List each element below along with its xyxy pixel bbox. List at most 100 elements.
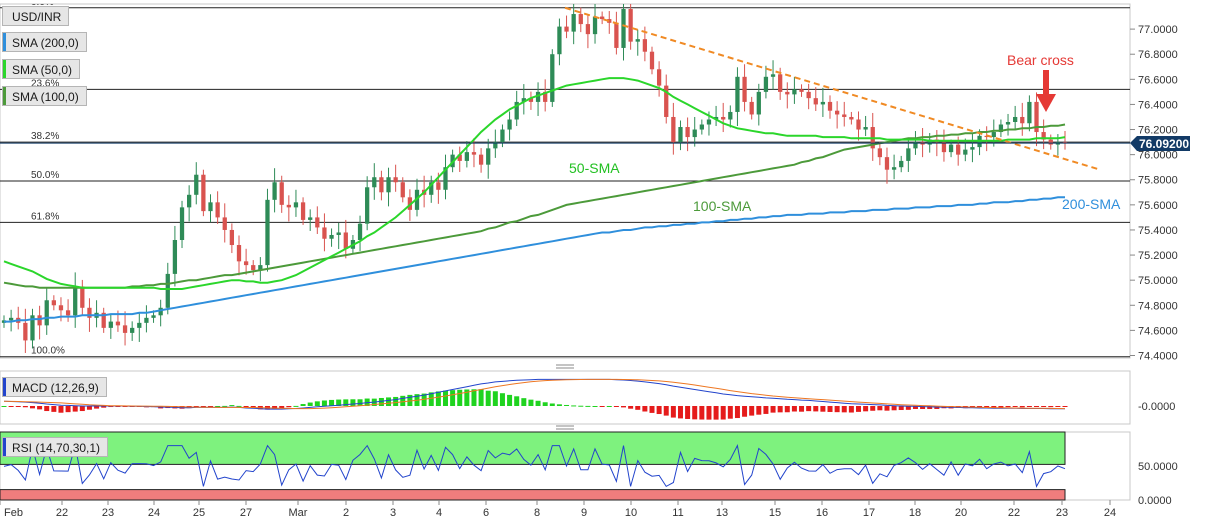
candle-body bbox=[215, 202, 220, 218]
macd-histogram-bar bbox=[94, 406, 100, 409]
macd-histogram-bar bbox=[464, 389, 470, 406]
candle-body bbox=[785, 91, 790, 95]
x-tick-label: 6 bbox=[483, 507, 489, 519]
candle-body bbox=[927, 139, 932, 145]
macd-histogram-bar bbox=[386, 397, 392, 406]
fib-label: 38.2% bbox=[31, 131, 59, 142]
macd-histogram-bar bbox=[799, 406, 805, 412]
macd-histogram-bar bbox=[243, 406, 249, 408]
candle-body bbox=[614, 22, 619, 48]
macd-histogram-bar bbox=[991, 406, 997, 408]
candle-body bbox=[550, 54, 555, 102]
sma100-swatch bbox=[3, 87, 6, 105]
macd-histogram-bar bbox=[813, 406, 819, 412]
macd-histogram-bar bbox=[606, 406, 612, 407]
candle-body bbox=[44, 300, 49, 326]
macd-histogram-bar bbox=[44, 406, 50, 412]
last-price-tag: 76.09200 bbox=[1130, 136, 1190, 151]
macd-histogram-bar bbox=[1012, 406, 1018, 407]
x-tick-label: 4 bbox=[436, 507, 442, 519]
x-tick-label: 22 bbox=[56, 507, 68, 519]
candle-body bbox=[827, 101, 833, 111]
pane-resize-handle[interactable] bbox=[556, 364, 574, 369]
legend-macd[interactable]: MACD (12,26,9) bbox=[2, 377, 107, 397]
candle-body bbox=[108, 321, 113, 328]
candle-body bbox=[236, 245, 242, 262]
macd-histogram-bar bbox=[763, 406, 769, 414]
y-tick-label: 74.6000 bbox=[1138, 325, 1178, 337]
symbol-label[interactable]: USD/INR bbox=[2, 6, 70, 26]
y-tick-label: 75.0000 bbox=[1138, 275, 1178, 287]
candle-body bbox=[365, 187, 370, 224]
candle-body bbox=[130, 327, 135, 333]
candle-body bbox=[73, 286, 78, 316]
macd-histogram-bar bbox=[22, 406, 28, 408]
macd-histogram-bar bbox=[8, 406, 14, 407]
fib-label: 50.0% bbox=[31, 170, 59, 181]
candle-body bbox=[357, 223, 363, 240]
macd-axis-label: -0.0000 bbox=[1138, 401, 1175, 413]
legend-rsi[interactable]: RSI (14,70,30,1) bbox=[2, 437, 109, 457]
macd-histogram-bar bbox=[713, 406, 719, 420]
candle-body bbox=[471, 152, 477, 155]
legend-sma100[interactable]: SMA (100,0) bbox=[2, 86, 87, 106]
y-tick-label: 75.6000 bbox=[1138, 200, 1178, 212]
macd-histogram-bar bbox=[279, 406, 285, 409]
candle-body bbox=[514, 101, 519, 120]
candle-body bbox=[970, 147, 975, 150]
candle-body bbox=[429, 182, 434, 195]
candle-body bbox=[329, 234, 334, 239]
legend-sma50[interactable]: SMA (50,0) bbox=[2, 59, 81, 79]
macd-histogram-bar bbox=[435, 391, 441, 406]
macd-histogram-bar bbox=[549, 403, 555, 406]
candle-body bbox=[1027, 101, 1032, 124]
macd-histogram-bar bbox=[571, 405, 577, 407]
rsi-axis-label: 0.0000 bbox=[1138, 495, 1172, 507]
candle-body bbox=[137, 322, 142, 328]
candle-body bbox=[692, 129, 697, 138]
x-tick-label: 8 bbox=[534, 507, 540, 519]
macd-histogram-bar bbox=[677, 406, 683, 419]
macd-histogram-bar bbox=[784, 406, 790, 413]
rsi-oversold-zone bbox=[0, 489, 1066, 501]
macd-histogram-bar bbox=[692, 406, 698, 420]
macd-histogram-bar bbox=[898, 406, 904, 411]
x-tick-label: Feb bbox=[4, 507, 23, 519]
candle-body bbox=[51, 300, 56, 306]
candle-body bbox=[528, 98, 534, 102]
fib-label: 0.0% bbox=[31, 0, 54, 8]
macd-histogram-bar bbox=[806, 406, 812, 412]
candle-body bbox=[464, 152, 469, 161]
candle-body bbox=[507, 119, 512, 130]
macd-histogram-bar bbox=[628, 406, 634, 409]
macd-histogram-bar bbox=[827, 406, 833, 412]
macd-histogram-bar bbox=[51, 406, 57, 412]
candle-body bbox=[592, 16, 598, 35]
candle-body bbox=[792, 89, 797, 95]
legend-sma200[interactable]: SMA (200,0) bbox=[2, 32, 87, 52]
macd-histogram-bar bbox=[528, 399, 534, 406]
candle-body bbox=[322, 227, 327, 239]
candle-body bbox=[628, 9, 633, 42]
candle-body bbox=[842, 114, 847, 117]
rsi-swatch bbox=[3, 438, 6, 456]
pane-resize-handle[interactable] bbox=[556, 425, 574, 430]
candle-body bbox=[913, 142, 918, 149]
candle-body bbox=[742, 76, 747, 102]
candle-body bbox=[678, 127, 683, 143]
candle-body bbox=[600, 16, 605, 20]
macd-histogram-bar bbox=[1026, 406, 1032, 408]
candle-body bbox=[165, 273, 170, 308]
x-tick-label: 2 bbox=[343, 507, 349, 519]
candle-body bbox=[664, 85, 669, 117]
candle-body bbox=[728, 111, 733, 120]
macd-histogram-bar bbox=[820, 406, 826, 412]
macd-histogram-bar bbox=[756, 406, 762, 415]
svg-text:76.09200: 76.09200 bbox=[1139, 137, 1189, 151]
candle-body bbox=[500, 129, 505, 143]
macd-histogram-bar bbox=[556, 404, 562, 406]
sma200-line bbox=[4, 196, 1065, 323]
candle-body bbox=[393, 177, 398, 183]
candle-body bbox=[906, 148, 911, 161]
macd-histogram-bar bbox=[378, 397, 384, 406]
